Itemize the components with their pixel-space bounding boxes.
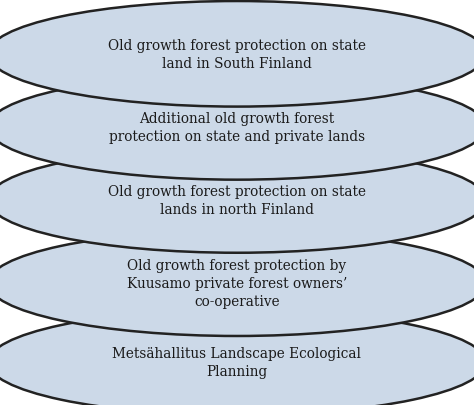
Text: Old growth forest protection on state
lands in north Finland: Old growth forest protection on state la…	[108, 185, 366, 216]
Text: Additional old growth forest
protection on state and private lands: Additional old growth forest protection …	[109, 112, 365, 143]
Text: Old growth forest protection on state
land in South Finland: Old growth forest protection on state la…	[108, 39, 366, 70]
Ellipse shape	[0, 2, 474, 107]
Ellipse shape	[0, 148, 474, 253]
Ellipse shape	[0, 310, 474, 405]
Ellipse shape	[0, 231, 474, 336]
Ellipse shape	[0, 75, 474, 180]
Text: Old growth forest protection by
Kuusamo private forest owners’
co-operative: Old growth forest protection by Kuusamo …	[127, 259, 347, 308]
Text: Metsähallitus Landscape Ecological
Planning: Metsähallitus Landscape Ecological Plann…	[112, 347, 362, 378]
